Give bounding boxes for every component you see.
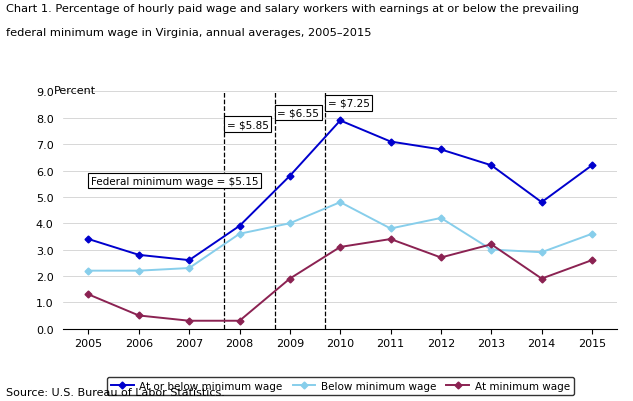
At or below minimum wage <box>387 140 394 145</box>
Line: At minimum wage: At minimum wage <box>86 237 594 323</box>
At or below minimum wage <box>588 164 596 168</box>
At or below minimum wage <box>437 148 445 152</box>
At or below minimum wage <box>85 237 92 242</box>
At minimum wage <box>235 318 243 323</box>
At minimum wage <box>286 276 294 281</box>
At or below minimum wage <box>235 224 243 229</box>
At minimum wage <box>437 255 445 260</box>
At minimum wage <box>387 237 394 242</box>
At or below minimum wage <box>185 258 193 263</box>
Text: federal minimum wage in Virginia, annual averages, 2005–2015: federal minimum wage in Virginia, annual… <box>6 28 372 38</box>
Below minimum wage <box>286 221 294 226</box>
Text: Source: U.S. Bureau of Labor Statistics.: Source: U.S. Bureau of Labor Statistics. <box>6 387 225 397</box>
Below minimum wage <box>337 200 344 205</box>
Below minimum wage <box>235 232 243 237</box>
Below minimum wage <box>538 250 546 255</box>
At minimum wage <box>588 258 596 263</box>
Text: = $5.85: = $5.85 <box>227 120 269 130</box>
At minimum wage <box>85 292 92 297</box>
At or below minimum wage <box>286 174 294 179</box>
Text: Chart 1. Percentage of hourly paid wage and salary workers with earnings at or b: Chart 1. Percentage of hourly paid wage … <box>6 4 579 14</box>
Legend: At or below minimum wage, Below minimum wage, At minimum wage: At or below minimum wage, Below minimum … <box>106 377 574 395</box>
At minimum wage <box>337 245 344 250</box>
Text: = $6.55: = $6.55 <box>277 108 319 118</box>
Text: = $7.25: = $7.25 <box>328 99 370 109</box>
At minimum wage <box>487 242 495 247</box>
At or below minimum wage <box>538 200 546 205</box>
Below minimum wage <box>588 232 596 237</box>
Below minimum wage <box>437 216 445 221</box>
At or below minimum wage <box>487 164 495 168</box>
At minimum wage <box>538 276 546 281</box>
Line: Below minimum wage: Below minimum wage <box>86 200 594 273</box>
At or below minimum wage <box>135 253 142 257</box>
Below minimum wage <box>85 269 92 273</box>
At or below minimum wage <box>337 119 344 124</box>
At minimum wage <box>135 313 142 318</box>
Text: Percent: Percent <box>54 86 96 96</box>
Line: At or below minimum wage: At or below minimum wage <box>86 119 594 263</box>
At minimum wage <box>185 318 193 323</box>
Below minimum wage <box>387 227 394 231</box>
Below minimum wage <box>135 269 142 273</box>
Text: Federal minimum wage = $5.15: Federal minimum wage = $5.15 <box>91 176 258 186</box>
Below minimum wage <box>185 266 193 271</box>
Below minimum wage <box>487 247 495 252</box>
